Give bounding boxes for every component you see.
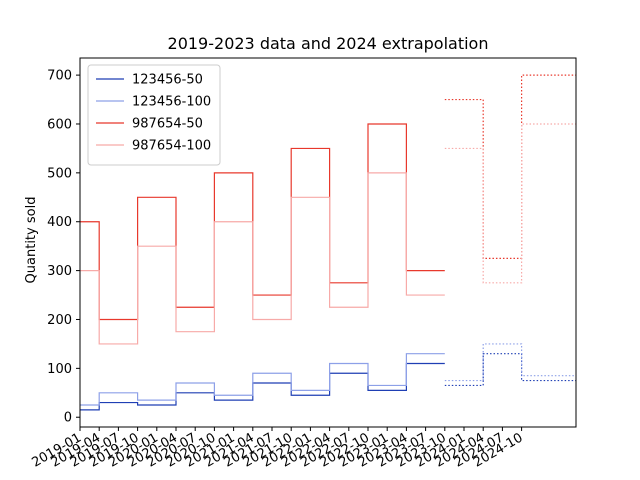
series-extrapolation-987654-50 [444, 74, 576, 259]
legend: 123456-50 123456-100 987654-50 987654-100 [87, 64, 221, 166]
series-extrapolation-123456-100 [444, 343, 576, 382]
series-extrapolation-123456-50 [444, 353, 576, 387]
legend-label-123456-100: 123456-100 [132, 95, 211, 110]
y-tick-label: 300 [47, 264, 72, 279]
y-tick-label: 400 [47, 215, 72, 230]
y-tick-label: 200 [47, 313, 72, 328]
y-tick-label: 100 [47, 362, 72, 377]
series-line-987654-100 [80, 172, 445, 345]
y-tick-label: 500 [47, 166, 72, 181]
series-line-123456-50 [80, 362, 445, 411]
series-extrapolation-987654-100 [444, 123, 576, 284]
legend-box [87, 64, 221, 166]
series-line-123456-100 [80, 353, 445, 406]
plot-area [80, 74, 576, 411]
axes: 01002003004005006007002019-012019-042019… [29, 57, 577, 471]
y-tick-label: 600 [47, 117, 72, 132]
y-axis-title: Quantity sold [24, 197, 39, 284]
legend-label-123456-50: 123456-50 [132, 73, 203, 88]
y-tick-label: 0 [64, 411, 72, 426]
y-tick-label: 700 [47, 69, 72, 84]
legend-label-987654-50: 987654-50 [132, 117, 203, 132]
chart-title: 2019-2023 data and 2024 extrapolation [168, 34, 489, 53]
plot-frame [79, 57, 577, 428]
legend-label-987654-100: 987654-100 [132, 139, 211, 154]
